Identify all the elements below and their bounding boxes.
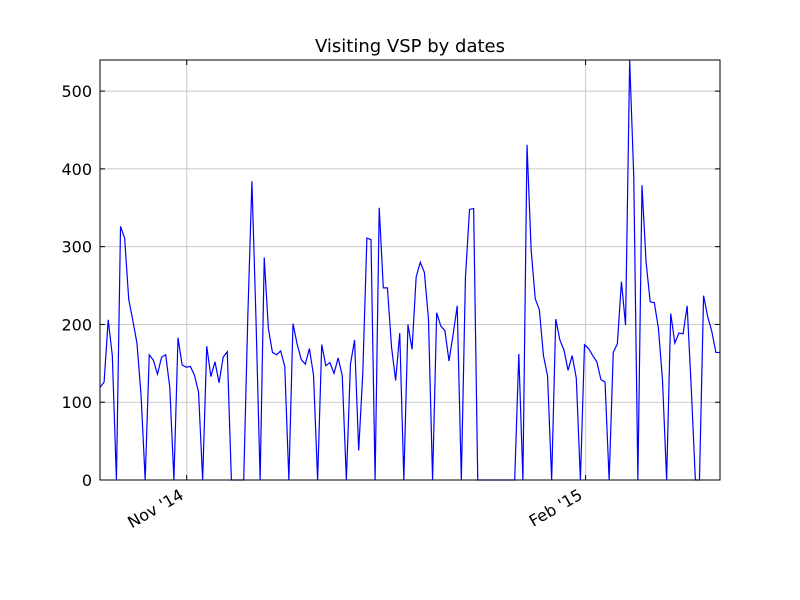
y-tick-label: 400 — [61, 160, 92, 179]
chart-title: Visiting VSP by dates — [315, 36, 505, 57]
visits-line — [99, 59, 720, 481]
y-tick-label: 500 — [61, 82, 92, 101]
plot-frame — [99, 59, 721, 481]
y-tick-label: 100 — [61, 393, 92, 412]
grid-lines — [100, 60, 720, 480]
plot-area — [100, 60, 720, 480]
y-tick-label: 300 — [61, 238, 92, 257]
y-tick-label: 200 — [61, 315, 92, 334]
line-series — [99, 59, 720, 481]
y-tick-label: 0 — [82, 471, 92, 490]
